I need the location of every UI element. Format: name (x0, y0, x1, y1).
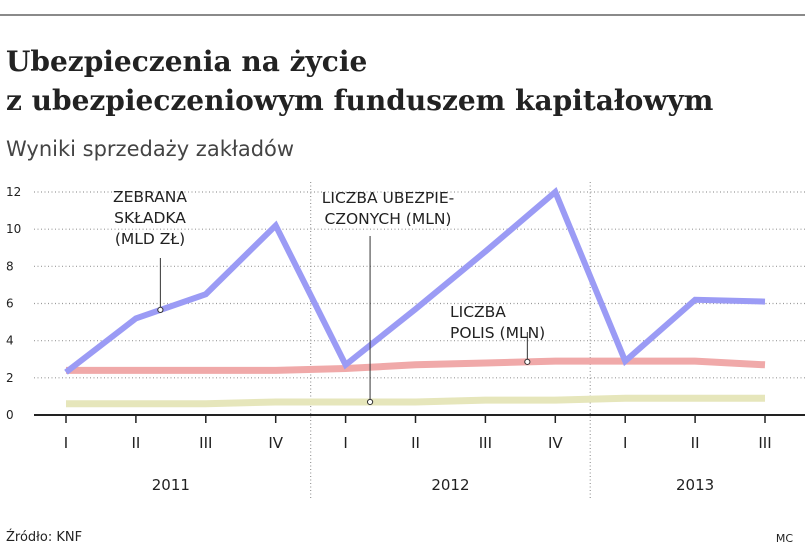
series-label-line: CZONYCH (MLN) (325, 210, 452, 228)
chart-subtitle: Wyniki sprzedaży zakładów (6, 137, 295, 161)
series-label-line: ZEBRANA (113, 188, 187, 206)
x-tick-label-1: II (131, 434, 140, 452)
series-label-polisy: LICZBA POLIS (MLN) (450, 303, 545, 342)
x-tick-label-9: II (691, 434, 700, 452)
source-note: Źródło: KNF (6, 530, 83, 545)
series-label-ubezpieczeni: LICZBA UBEZPIE- CZONYCH (MLN) (322, 189, 455, 228)
y-tick-label-12: 12 (6, 185, 21, 199)
author-credit: MC (775, 532, 793, 545)
series-line-skladka (64, 187, 766, 375)
year-label-2012: 2012 (431, 476, 469, 494)
x-tick-label-7: IV (548, 434, 563, 452)
x-tick-label-6: III (479, 434, 492, 452)
x-tick-label-4: I (343, 434, 347, 452)
x-tick-label-2: III (199, 434, 212, 452)
series-label-line: SKŁADKA (114, 209, 186, 227)
series-label-line: (MLD ZŁ) (115, 230, 185, 248)
x-tick-label-10: III (758, 434, 771, 452)
leader-dot-skladka (157, 306, 164, 314)
y-tick-label-6: 6 (6, 297, 14, 311)
year-label-2011: 2011 (152, 476, 190, 494)
series-label-line: POLIS (MLN) (450, 324, 545, 342)
y-tick-label-4: 4 (6, 334, 14, 348)
x-tick-label-3: IV (268, 434, 283, 452)
series-label-line: LICZBA (450, 303, 506, 321)
series-line-polisy (66, 357, 766, 374)
title-line-1: Ubezpieczenia na życie (6, 45, 368, 78)
top-rule (0, 14, 805, 16)
leader-dot-polisy (524, 358, 531, 365)
series-label-line: LICZBA UBEZPIE- (322, 189, 455, 207)
series-line-ubezpieczeni (66, 394, 765, 408)
line-chart: ZEBRANA SKŁADKA (MLD ZŁ)LICZBA POLIS (MLN)L… (6, 182, 805, 500)
series-layer (64, 187, 766, 408)
y-tick-label-8: 8 (6, 259, 14, 273)
x-tick-label-5: II (411, 434, 420, 452)
annotation-layer: ZEBRANA SKŁADKA (MLD ZŁ)LICZBA POLIS (MLN)L… (113, 188, 545, 406)
x-tick-label-0: I (64, 434, 68, 452)
chart-title: Ubezpieczenia na życie z ubezpieczeniowy… (6, 42, 713, 120)
year-label-2013: 2013 (676, 476, 714, 494)
x-tick-label-8: I (623, 434, 627, 452)
y-tick-label-2: 2 (6, 371, 14, 385)
series-label-skladka: ZEBRANA SKŁADKA (MLD ZŁ) (113, 188, 187, 248)
y-tick-label-0: 0 (6, 408, 14, 422)
leader-dot-ubezpieczeni (366, 398, 374, 406)
title-line-2: z ubezpieczeniowym funduszem kapitałowym (6, 84, 714, 117)
y-tick-label-10: 10 (6, 222, 21, 236)
